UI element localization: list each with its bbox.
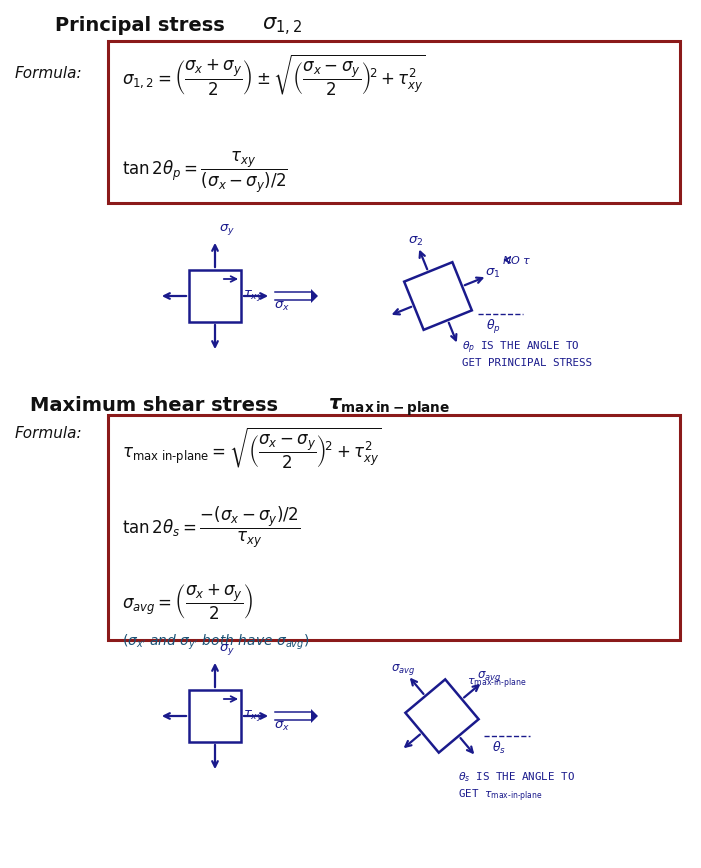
Text: $\boldsymbol{\tau}_{\mathbf{max\,in-plane}}$: $\boldsymbol{\tau}_{\mathbf{max\,in-plan… [328, 396, 450, 418]
Text: $\sigma_y$: $\sigma_y$ [219, 642, 235, 657]
Bar [108, 41, 680, 203]
Text: $\sigma_y$: $\sigma_y$ [219, 222, 235, 237]
Text: $\theta_s$ IS THE ANGLE TO: $\theta_s$ IS THE ANGLE TO [458, 770, 575, 784]
Text: $\sigma_x$: $\sigma_x$ [274, 720, 290, 733]
Text: $\tau_{\text{max in-plane}} = \sqrt{\left(\dfrac{\sigma_x - \sigma_y}{2}\right)^: $\tau_{\text{max in-plane}} = \sqrt{\lef… [122, 426, 381, 471]
Text: $\sigma_2$: $\sigma_2$ [408, 234, 423, 248]
Text: $\tau_{\text{max-in-plane}}$: $\tau_{\text{max-in-plane}}$ [467, 677, 526, 691]
Text: $\sigma_1$: $\sigma_1$ [485, 267, 501, 280]
Text: GET $\tau_{\text{max-in-plane}}$: GET $\tau_{\text{max-in-plane}}$ [458, 788, 543, 805]
Bar [189, 270, 241, 322]
Text: GET PRINCIPAL STRESS: GET PRINCIPAL STRESS [462, 358, 592, 368]
Text: $(\sigma_{x'}$ and $\sigma_{y'}$ both have $\sigma_{avg})$: $(\sigma_{x'}$ and $\sigma_{y'}$ both ha… [122, 633, 309, 652]
Text: $\sigma_{avg} = \left(\dfrac{\sigma_x + \sigma_y}{2}\right)$: $\sigma_{avg} = \left(\dfrac{\sigma_x + … [122, 583, 253, 622]
Text: $\tau_{xy}$: $\tau_{xy}$ [243, 708, 264, 723]
Text: NO $\tau$: NO $\tau$ [502, 254, 531, 266]
Text: $\theta_p$: $\theta_p$ [486, 318, 501, 336]
Bar [189, 690, 241, 742]
Text: $\tau_{xy}$: $\tau_{xy}$ [243, 288, 264, 303]
Text: Principal stress: Principal stress [55, 16, 231, 35]
Text: Formula:: Formula: [15, 425, 83, 440]
Text: $\boldsymbol{\sigma_{1,2}}$: $\boldsymbol{\sigma_{1,2}}$ [262, 16, 302, 38]
Polygon shape [311, 709, 318, 723]
Text: $\theta_p$ IS THE ANGLE TO: $\theta_p$ IS THE ANGLE TO [462, 340, 580, 357]
Polygon shape [311, 289, 318, 303]
Text: Formula:: Formula: [15, 65, 83, 81]
Text: $\theta_s$: $\theta_s$ [492, 740, 506, 756]
Text: Maximum shear stress: Maximum shear stress [30, 396, 285, 415]
Text: $\tan 2\theta_s = \dfrac{-(\sigma_x - \sigma_y)/2}{\tau_{xy}}$: $\tan 2\theta_s = \dfrac{-(\sigma_x - \s… [122, 505, 300, 550]
Text: $\tan 2\theta_p = \dfrac{\tau_{xy}}{(\sigma_x - \sigma_y)/2}$: $\tan 2\theta_p = \dfrac{\tau_{xy}}{(\si… [122, 150, 288, 195]
Text: $\sigma_{avg}$: $\sigma_{avg}$ [390, 661, 415, 677]
Text: $\sigma_{1,2} = \left(\dfrac{\sigma_x + \sigma_y}{2}\right) \pm \sqrt{\left(\dfr: $\sigma_{1,2} = \left(\dfrac{\sigma_x + … [122, 53, 426, 98]
Text: $\sigma_x$: $\sigma_x$ [274, 300, 290, 313]
Bar [108, 415, 680, 640]
Text: $\sigma_{avg}$: $\sigma_{avg}$ [477, 669, 501, 684]
